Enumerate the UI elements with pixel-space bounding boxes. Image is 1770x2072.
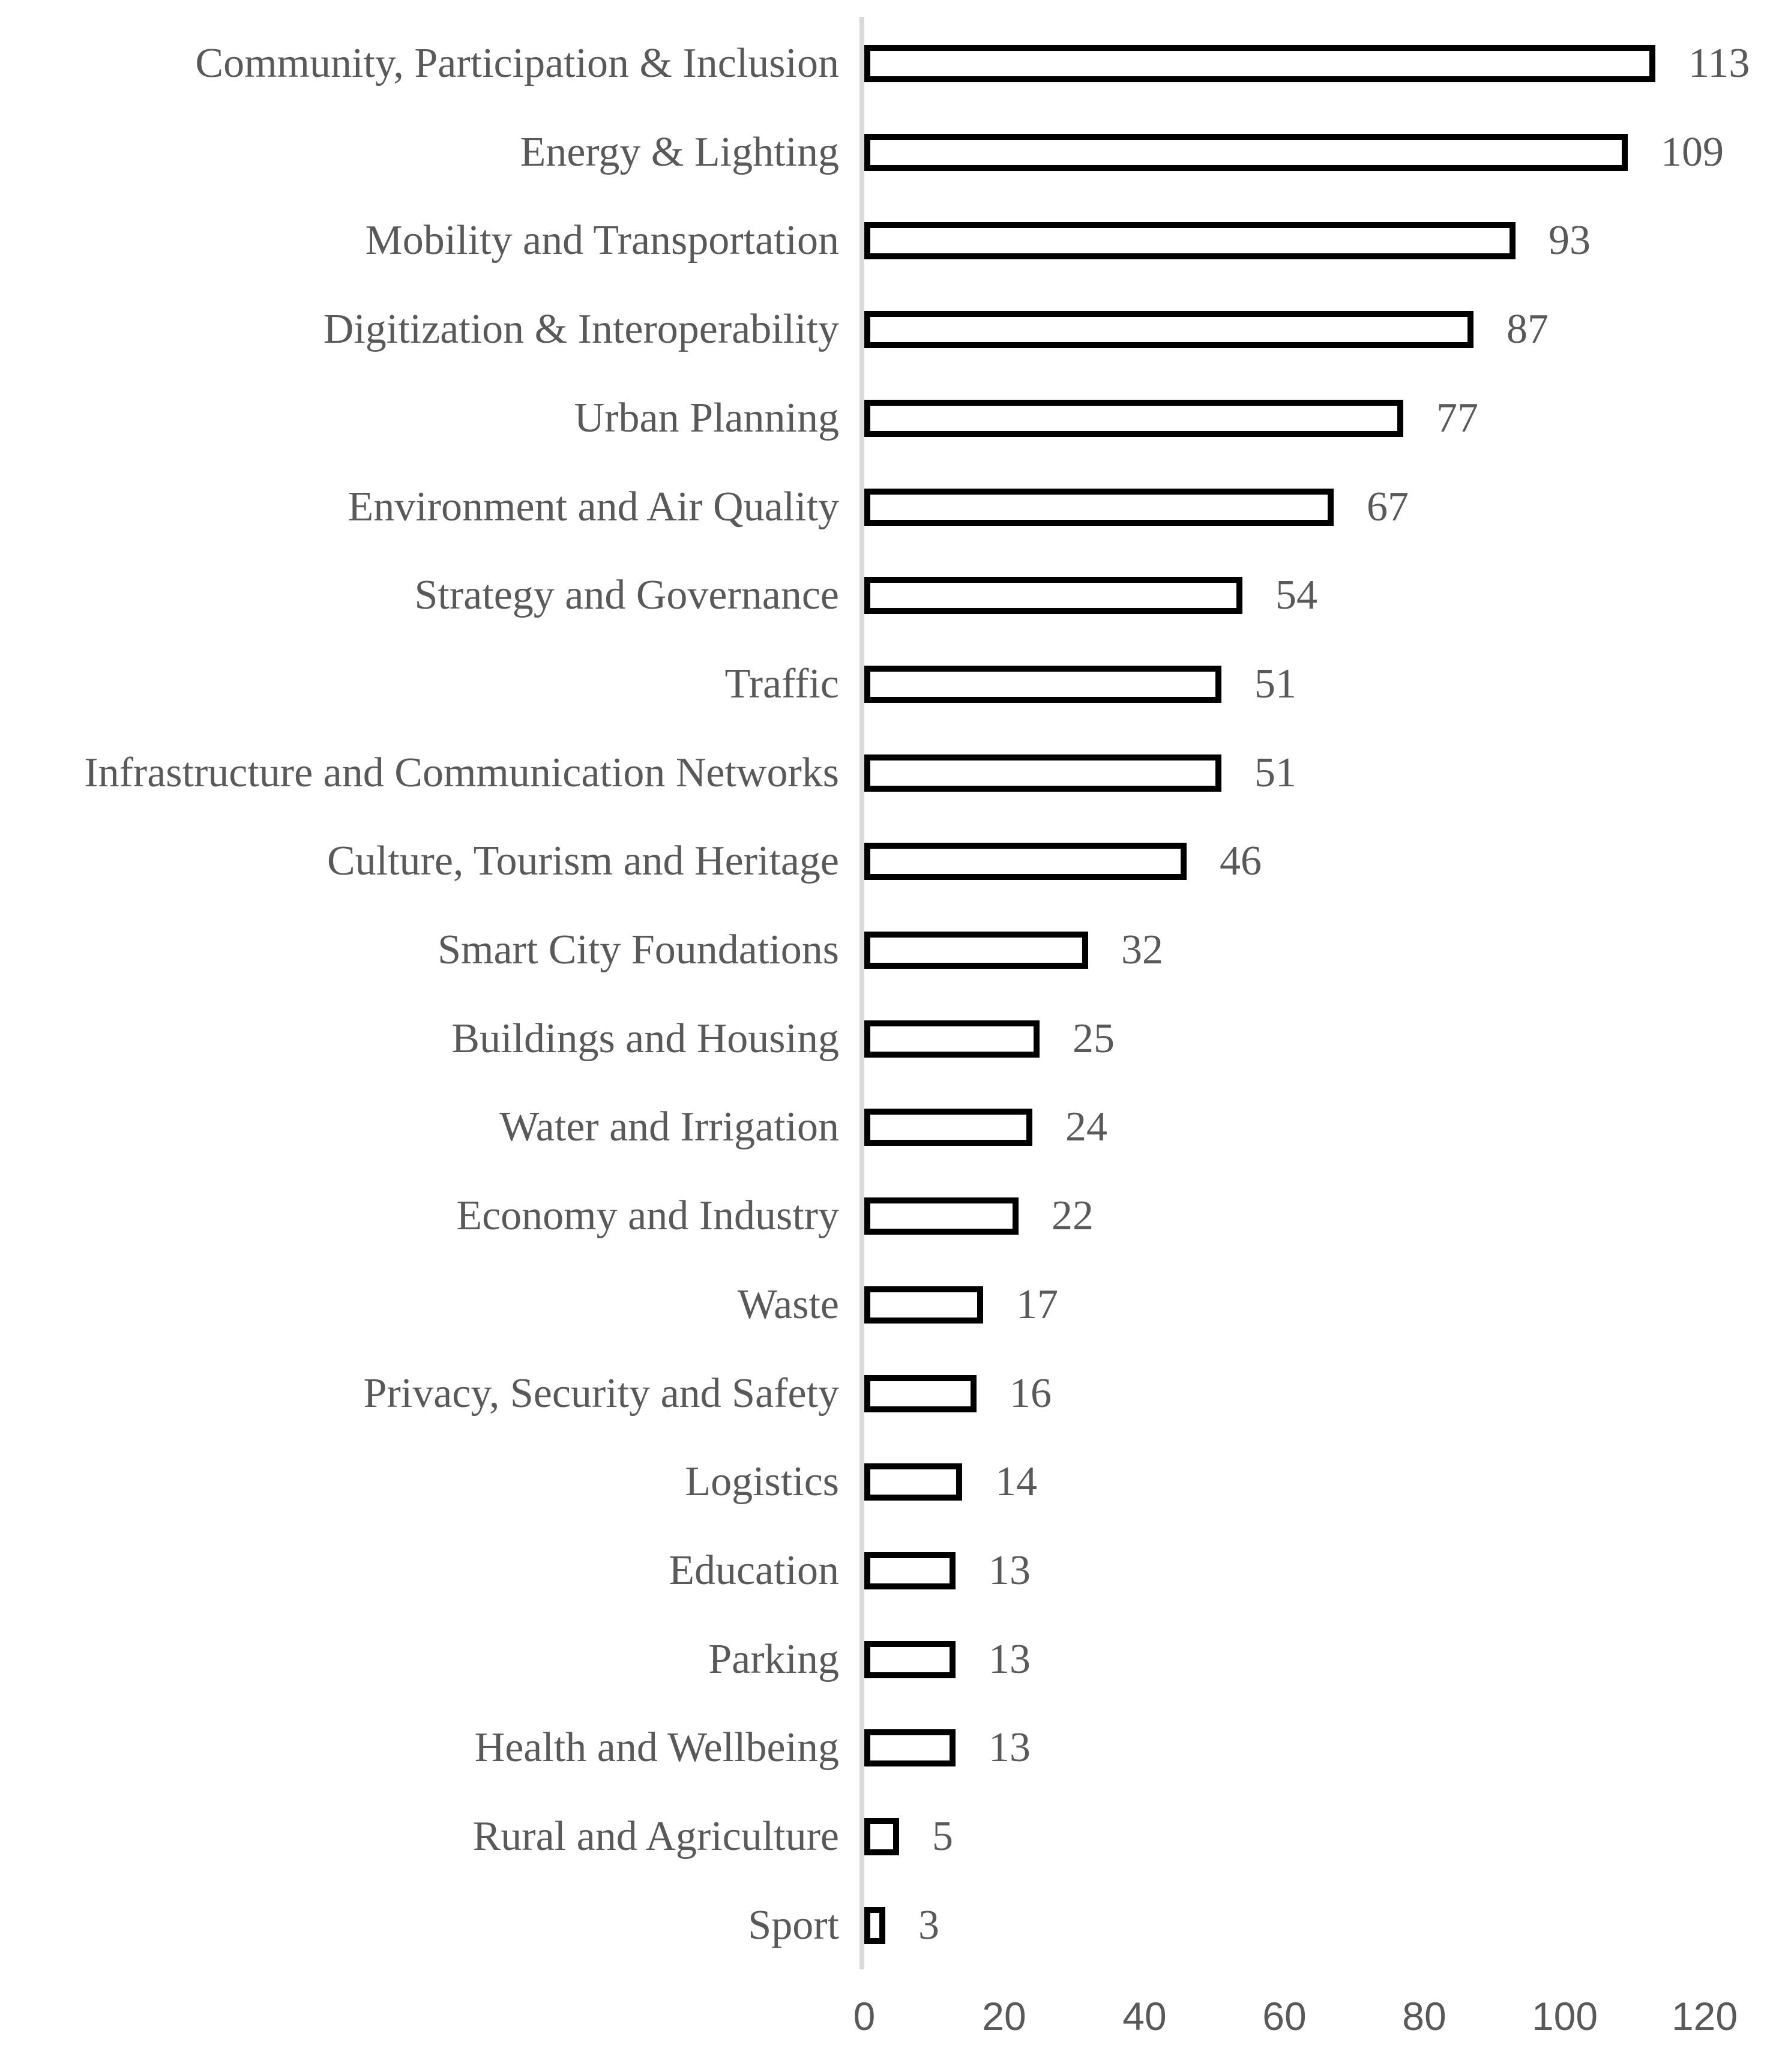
x-tick-label: 80 (1402, 1994, 1446, 2038)
category-label: Waste (737, 1281, 839, 1328)
value-label: 24 (1065, 1104, 1107, 1150)
category-label: Energy & Lighting (520, 129, 839, 175)
category-label: Rural and Agriculture (472, 1813, 839, 1860)
value-label: 25 (1073, 1016, 1115, 1062)
x-tick-label: 60 (1262, 1994, 1307, 2038)
bar-row: Rural and Agriculture 5 (0, 1792, 1770, 1881)
bar-row: Mobility and Transportation 93 (0, 196, 1770, 285)
bar (864, 1729, 956, 1766)
value-label: 87 (1507, 306, 1549, 352)
category-label: Logistics (685, 1459, 839, 1505)
bar-row: Privacy, Security and Safety 16 (0, 1349, 1770, 1438)
value-label: 22 (1052, 1193, 1094, 1239)
bar-row: Infrastructure and Communication Network… (0, 729, 1770, 818)
bar (864, 1109, 1032, 1146)
value-label: 67 (1367, 484, 1409, 530)
bar (864, 666, 1221, 703)
bar (864, 932, 1088, 969)
x-tick-label: 100 (1531, 1994, 1598, 2038)
bar-row: Parking 13 (0, 1615, 1770, 1704)
bar-row: Traffic 51 (0, 640, 1770, 729)
value-label: 5 (932, 1813, 953, 1860)
bar-row: Strategy and Governance 54 (0, 551, 1770, 640)
category-label: Culture, Tourism and Heritage (327, 838, 839, 884)
bar (864, 577, 1242, 614)
bar-row: Urban Planning 77 (0, 374, 1770, 463)
bar-row: Community, Participation & Inclusion 113 (0, 19, 1770, 108)
bar (864, 1286, 983, 1324)
bar-row: Smart City Foundations 32 (0, 906, 1770, 995)
category-label: Traffic (724, 661, 839, 707)
value-label: 13 (989, 1547, 1031, 1594)
bar-row: Energy & Lighting 109 (0, 108, 1770, 197)
category-label: Community, Participation & Inclusion (195, 40, 839, 86)
y-axis-line (859, 17, 864, 1969)
bar (864, 489, 1334, 526)
bar-row: Environment and Air Quality 67 (0, 463, 1770, 552)
x-tick-label: 0 (853, 1994, 876, 2038)
x-tick-label: 40 (1122, 1994, 1167, 2038)
category-label: Digitization & Interoperability (323, 306, 839, 352)
category-label: Economy and Industry (456, 1193, 839, 1239)
bar (864, 754, 1221, 792)
category-label: Buildings and Housing (451, 1016, 839, 1062)
bar-row: Water and Irrigation 24 (0, 1083, 1770, 1172)
value-label: 14 (995, 1459, 1037, 1505)
category-label: Smart City Foundations (438, 927, 839, 973)
category-label: Infrastructure and Communication Network… (84, 750, 839, 796)
bar (864, 1907, 885, 1944)
category-label: Health and Wellbeing (474, 1724, 839, 1771)
value-label: 13 (989, 1636, 1031, 1682)
bar (864, 400, 1403, 437)
bar (864, 1463, 962, 1501)
value-label: 109 (1661, 129, 1724, 175)
value-label: 113 (1688, 40, 1750, 86)
value-label: 46 (1220, 838, 1262, 884)
bar-row: Waste 17 (0, 1260, 1770, 1349)
bar-row: Sport 3 (0, 1881, 1770, 1970)
category-label: Privacy, Security and Safety (363, 1370, 839, 1417)
bar-row: Buildings and Housing 25 (0, 995, 1770, 1083)
bar-row: Digitization & Interoperability 87 (0, 285, 1770, 374)
bar-row: Health and Wellbeing 13 (0, 1703, 1770, 1792)
value-label: 16 (1010, 1370, 1052, 1417)
value-label: 51 (1254, 750, 1296, 796)
bar-row: Logistics 14 (0, 1438, 1770, 1526)
bar (864, 1375, 977, 1412)
bar (864, 1641, 956, 1678)
category-label: Water and Irrigation (499, 1104, 839, 1150)
category-label: Urban Planning (574, 395, 839, 441)
value-label: 13 (989, 1724, 1031, 1771)
value-label: 3 (918, 1902, 939, 1948)
bar (864, 1552, 956, 1589)
value-label: 93 (1549, 217, 1591, 264)
value-label: 51 (1254, 661, 1296, 707)
bar (864, 1020, 1040, 1058)
value-label: 54 (1275, 572, 1317, 618)
bar-row: Education 13 (0, 1526, 1770, 1615)
bar (864, 1818, 899, 1855)
category-label: Sport (748, 1902, 839, 1948)
bar-row: Culture, Tourism and Heritage 46 (0, 817, 1770, 906)
bar (864, 1197, 1019, 1235)
bar-row: Economy and Industry 22 (0, 1172, 1770, 1260)
category-label: Environment and Air Quality (348, 484, 839, 530)
x-tick-label: 20 (982, 1994, 1026, 2038)
category-label: Parking (708, 1636, 839, 1682)
bar (864, 45, 1655, 82)
bar (864, 843, 1187, 880)
value-label: 17 (1016, 1281, 1058, 1328)
value-label: 77 (1436, 395, 1478, 441)
value-label: 32 (1121, 927, 1163, 973)
bar (864, 222, 1516, 259)
x-tick-label: 120 (1671, 1994, 1738, 2038)
category-label: Strategy and Governance (414, 572, 840, 618)
bar (864, 134, 1628, 171)
category-label: Mobility and Transportation (365, 217, 839, 264)
category-label: Education (669, 1547, 839, 1594)
bar (864, 311, 1473, 348)
